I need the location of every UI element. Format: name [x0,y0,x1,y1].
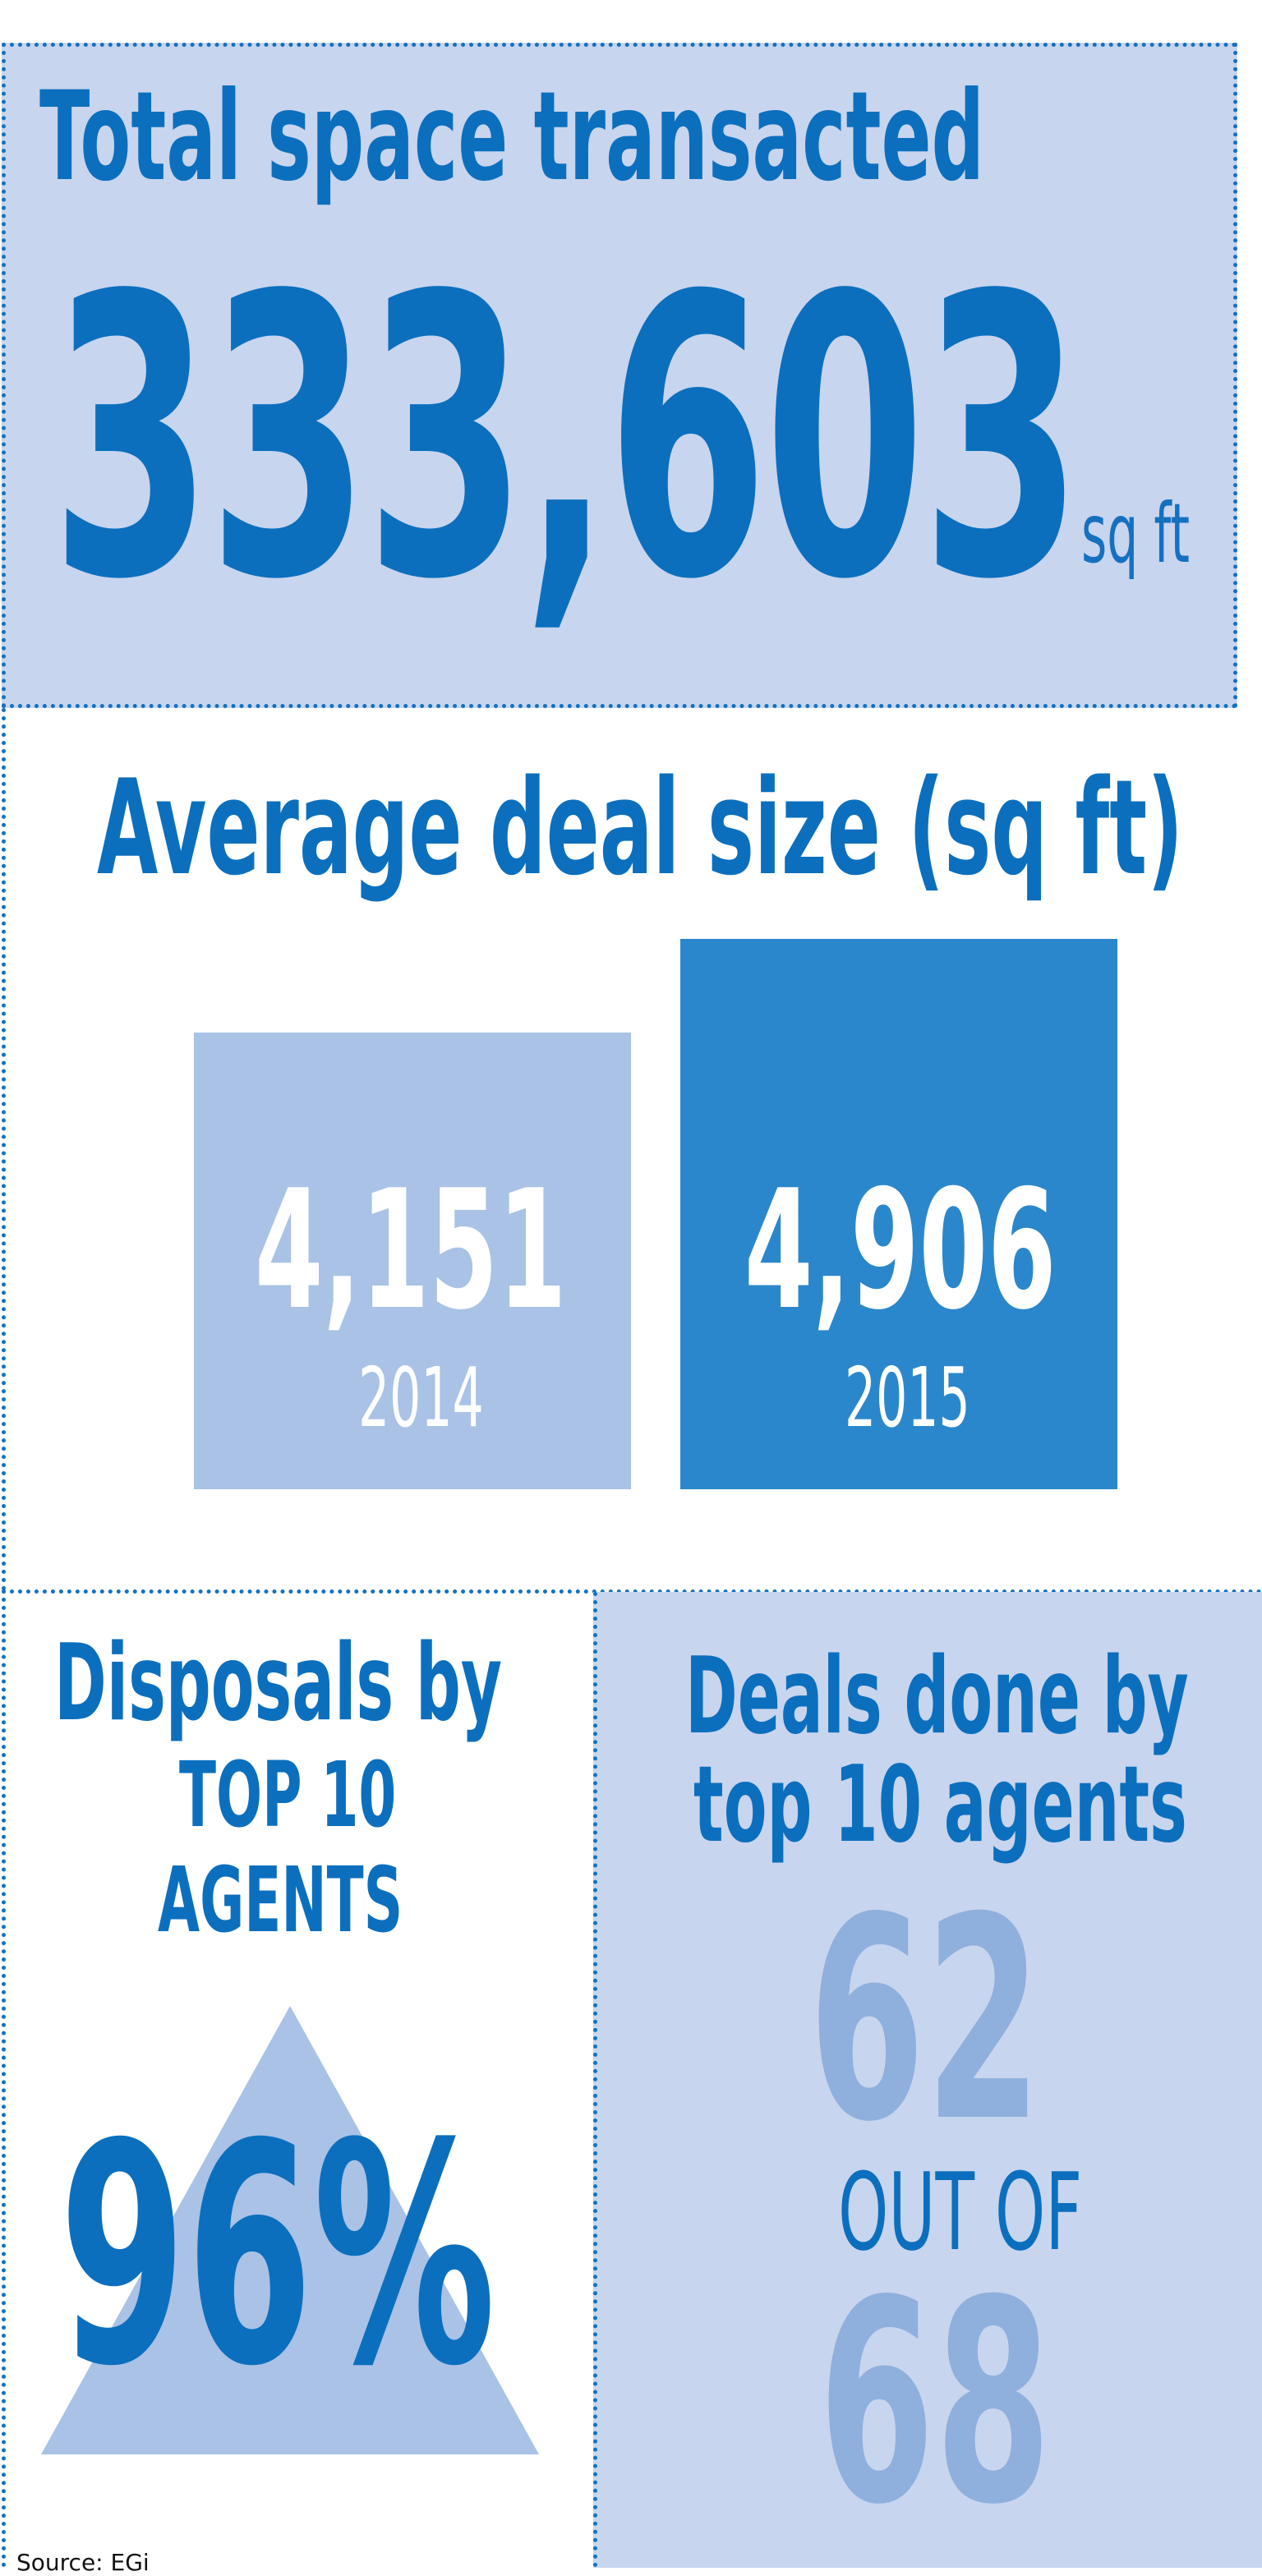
middle-left-border [2,708,7,1591]
total-space-panel [2,43,1237,708]
source-note: Source: EGi [16,2549,150,2576]
triangle-shape [41,2006,539,2454]
disposals-title-line1: Disposals by [54,1622,502,1745]
deal-size-2014-value: 4,151 [255,1155,567,1346]
deal-size-2014-box [194,1033,631,1489]
triangle-polygon [41,2006,539,2454]
total-space-unit: sq ft [1081,485,1191,582]
deal-size-2015-box [680,939,1117,1489]
total-space-panel-right-border [1232,43,1237,708]
bottom-divider [2,1589,1262,1594]
average-deal-title: Average deal size (sq ft) [97,751,1184,904]
total-space-title: Total space transacted [39,66,985,209]
deals-done-count: 62 [808,1858,1042,2183]
disposals-value: 96% [59,2080,496,2433]
deal-size-2015-year: 2015 [845,1350,970,1446]
disposals-title-line3: AGENTS [158,1847,403,1953]
deals-done-panel [593,1592,1262,2568]
deals-done-connector: OUT OF [838,2150,1083,2275]
deals-done-title-line2: top 10 agents [693,1744,1187,1866]
total-space-value: 333,603 [51,214,1083,664]
deals-done-title-line1: Deals done by [685,1635,1189,1758]
disposals-title-line2: TOP 10 [179,1742,397,1847]
deals-done-total: 68 [818,2241,1052,2566]
bottom-left-border [2,1589,7,2568]
deal-size-2015-value: 4,906 [744,1155,1057,1346]
deal-size-2014-year: 2014 [358,1350,484,1446]
